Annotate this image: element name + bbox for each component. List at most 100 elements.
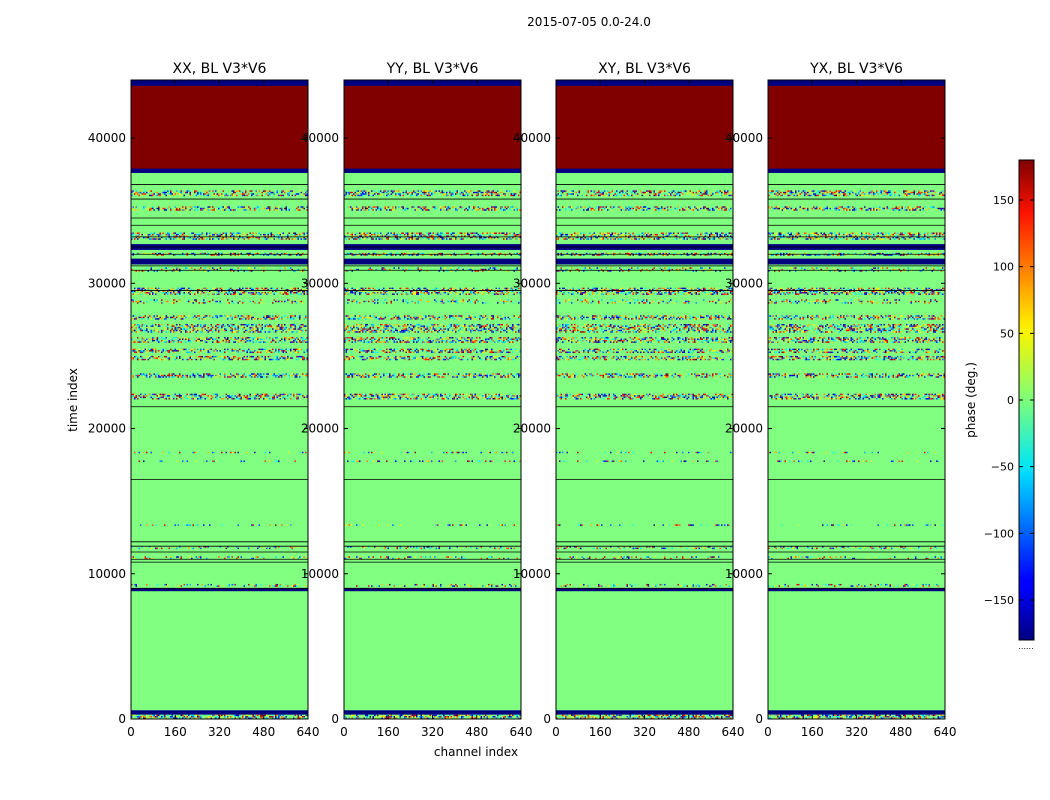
heatmap-cell [263, 254, 265, 256]
heatmap-cell [227, 546, 229, 548]
heatmap-cell [425, 293, 427, 295]
heatmap-cell [477, 292, 479, 294]
heatmap-cell [194, 293, 196, 295]
heatmap-cell [167, 292, 169, 294]
heatmap-cell [153, 315, 155, 317]
heatmap-cell [189, 393, 191, 396]
heatmap-cell [144, 287, 146, 290]
heatmap-cell [290, 232, 292, 234]
heatmap-cell [276, 337, 278, 339]
heatmap-cell [131, 331, 133, 333]
heatmap-cell [255, 357, 257, 359]
heatmap-cell [347, 270, 349, 272]
heatmap-cell [381, 235, 383, 237]
heatmap-cell [456, 209, 458, 211]
heatmap-cell [296, 235, 298, 237]
heatmap-cell [276, 209, 278, 211]
heatmap-cell [374, 299, 376, 301]
heatmap-cell [459, 191, 461, 194]
heatmap-cell [263, 190, 265, 192]
heatmap-cell [237, 292, 239, 294]
heatmap-cell [152, 207, 154, 210]
heatmap-cell [231, 395, 233, 397]
heatmap-cell [267, 376, 269, 378]
heatmap-cell [195, 318, 197, 320]
heatmap-cell [194, 236, 196, 239]
heatmap-cell [146, 396, 148, 399]
heatmap-cell [203, 716, 205, 718]
heatmap-cell [243, 331, 245, 333]
heatmap-cell [230, 316, 232, 319]
heatmap-cell [276, 329, 278, 332]
heatmap-cell [516, 238, 518, 240]
heatmap-cell [344, 206, 346, 208]
heatmap-cell [267, 350, 269, 352]
heatmap-cell [251, 557, 253, 560]
heatmap-cell [362, 191, 364, 194]
heatmap-cell [288, 193, 290, 195]
heatmap-cell [144, 396, 146, 399]
heatmap-cell [204, 355, 206, 358]
x-tick-label: 0 [127, 725, 135, 739]
heatmap-cell [300, 254, 302, 256]
heatmap-cell [383, 233, 385, 236]
heatmap-cell [276, 238, 278, 240]
heatmap-cell [500, 238, 502, 240]
heatmap-cell [249, 547, 251, 550]
heatmap-cell [269, 252, 271, 255]
heatmap-cell [159, 717, 161, 719]
heatmap-cell [255, 329, 257, 332]
heatmap-cell [231, 316, 233, 319]
heatmap-cell [248, 546, 250, 548]
heatmap-cell [501, 292, 503, 294]
heatmap-cell [194, 206, 196, 208]
heatmap-cell [281, 328, 283, 330]
heatmap-cell [224, 348, 226, 351]
heatmap-cell [294, 339, 296, 342]
heatmap-cell [168, 235, 170, 237]
heatmap-cell [146, 267, 148, 269]
heatmap-cell [293, 717, 295, 719]
heatmap-cell [252, 338, 254, 340]
heatmap-cell [299, 355, 301, 358]
heatmap-cell [383, 290, 385, 293]
heatmap-cell [210, 374, 212, 377]
heatmap-cell [270, 191, 272, 194]
heatmap-cell [215, 337, 217, 339]
heatmap-cell [141, 350, 143, 352]
heatmap-cell [293, 328, 295, 330]
heatmap-cell [137, 289, 139, 291]
heatmap-cell [303, 238, 305, 240]
heatmap-cell [350, 252, 352, 255]
heatmap-cell [503, 300, 505, 303]
heatmap-cell [252, 254, 254, 256]
heatmap-cell [386, 207, 388, 210]
heatmap-cell [366, 233, 368, 236]
heatmap-cell [348, 293, 350, 295]
heatmap-cell [299, 190, 301, 192]
heatmap-cell [150, 287, 152, 290]
heatmap-cell [261, 302, 263, 304]
heatmap-cell [215, 357, 217, 359]
heatmap-cell [225, 236, 227, 239]
heatmap-cell [209, 238, 211, 240]
heatmap-cell [267, 254, 269, 256]
heatmap-cell [149, 546, 151, 548]
heatmap-cell [264, 193, 266, 195]
heatmap-cell [252, 355, 254, 358]
heatmap-cell [179, 206, 181, 208]
heatmap-cell [293, 191, 295, 194]
heatmap-cell [266, 717, 268, 719]
heatmap-cell [365, 252, 367, 255]
heatmap-cell [159, 325, 161, 327]
heatmap-cell [245, 191, 247, 194]
heatmap-cell [474, 191, 476, 194]
heatmap-cell [135, 583, 137, 586]
heatmap-cell [215, 209, 217, 211]
heatmap-cell [293, 300, 295, 303]
heatmap-cell [483, 252, 485, 255]
heatmap-cell [417, 191, 419, 194]
heatmap-cell [404, 191, 406, 194]
heatmap-cell [437, 233, 439, 236]
heatmap-cell [189, 339, 191, 342]
